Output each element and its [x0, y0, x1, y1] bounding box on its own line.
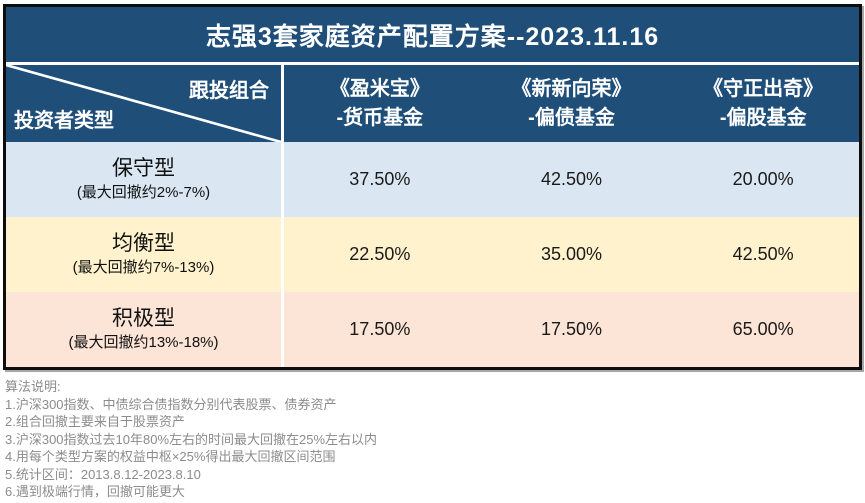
note-line: 3.沪深300指数过去10年80%左右的时间最大回撤在25%左右以内 — [5, 431, 378, 447]
fund-type: -货币基金 — [336, 106, 424, 129]
fund-name: 《盈米宝》 — [329, 77, 430, 100]
corner-label-investor-type: 投资者类型 — [14, 110, 114, 132]
table-title: 志强3套家庭资产配置方案--2023.11.16 — [6, 7, 859, 65]
corner-label-portfolios: 跟投组合 — [189, 80, 269, 102]
allocation-value-cell: 65.00% — [732, 319, 794, 339]
allocation-value-cell: 17.50% — [349, 319, 411, 339]
fund-name: 《守正出奇》 — [703, 77, 824, 100]
allocation-value-cell: 20.00% — [732, 169, 794, 189]
note-line: 1.沪深300指数、中债综合债指数分别代表股票、债券资产 — [5, 396, 337, 412]
fund-name: 《新新向荣》 — [511, 77, 632, 100]
note-line: 5.统计区间：2013.8.12-2023.8.10 — [5, 466, 201, 482]
drawdown-range-label: (最大回撤约13%-18%) — [68, 334, 219, 352]
investor-type-label: 积极型 — [112, 307, 175, 330]
investor-type-cell: 积极型 (最大回撤约13%-18%) — [6, 292, 284, 367]
drawdown-range-label: (最大回撤约2%-7%) — [76, 184, 211, 202]
table-row-aggressive: 积极型 (最大回撤约13%-18%) 17.50% 17.50% 65.00% — [6, 292, 859, 367]
allocation-value-cell: 42.50% — [540, 169, 603, 189]
investor-type-cell: 均衡型 (最大回撤约7%-13%) — [6, 217, 284, 292]
note-line: 6.遇到极端行情，回撤可能更大 — [5, 484, 185, 499]
allocation-value-cell: 22.50% — [349, 244, 411, 264]
table-row-conservative: 保守型 (最大回撤约2%-7%) 37.50% 42.50% 20.00% — [6, 142, 859, 217]
header-row: 跟投组合 投资者类型 《盈米宝》 -货币基金 《新新向荣》 -偏债基金 《守正出… — [6, 65, 859, 142]
investor-type-label: 保守型 — [112, 157, 175, 180]
allocation-value-cell: 17.50% — [540, 319, 603, 339]
note-line: 2.组合回撤主要来自于股票资产 — [5, 414, 185, 429]
column-header-fund-1: 《盈米宝》 -货币基金 — [284, 65, 476, 142]
fund-type: -偏债基金 — [528, 106, 615, 129]
diagonal-divider — [6, 65, 281, 142]
investor-type-cell: 保守型 (最大回撤约2%-7%) — [6, 142, 284, 217]
note-line: 4.用每个类型方案的权益中枢×25%得出最大回撤区间范围 — [5, 449, 336, 464]
investor-type-label: 均衡型 — [112, 232, 175, 255]
allocation-value-cell: 35.00% — [540, 244, 603, 264]
table-row-balanced: 均衡型 (最大回撤约7%-13%) 22.50% 35.00% 42.50% — [6, 217, 859, 292]
column-header-fund-3: 《守正出奇》 -偏股基金 — [667, 65, 859, 142]
notes-title: 算法说明: — [5, 379, 61, 394]
allocation-value-cell: 37.50% — [349, 169, 411, 189]
corner-header-cell: 跟投组合 投资者类型 — [6, 65, 284, 142]
fund-type: -偏股基金 — [719, 106, 807, 129]
methodology-notes: 算法说明: 1.沪深300指数、中债综合债指数分别代表股票、债券资产 2.组合回… — [5, 378, 377, 501]
drawdown-range-label: (最大回撤约7%-13%) — [72, 259, 215, 277]
allocation-value-cell: 42.50% — [732, 244, 794, 264]
asset-allocation-table: 志强3套家庭资产配置方案--2023.11.16 跟投组合 投资者类型 《盈米宝… — [3, 4, 862, 370]
column-header-fund-2: 《新新向荣》 -偏债基金 — [476, 65, 668, 142]
